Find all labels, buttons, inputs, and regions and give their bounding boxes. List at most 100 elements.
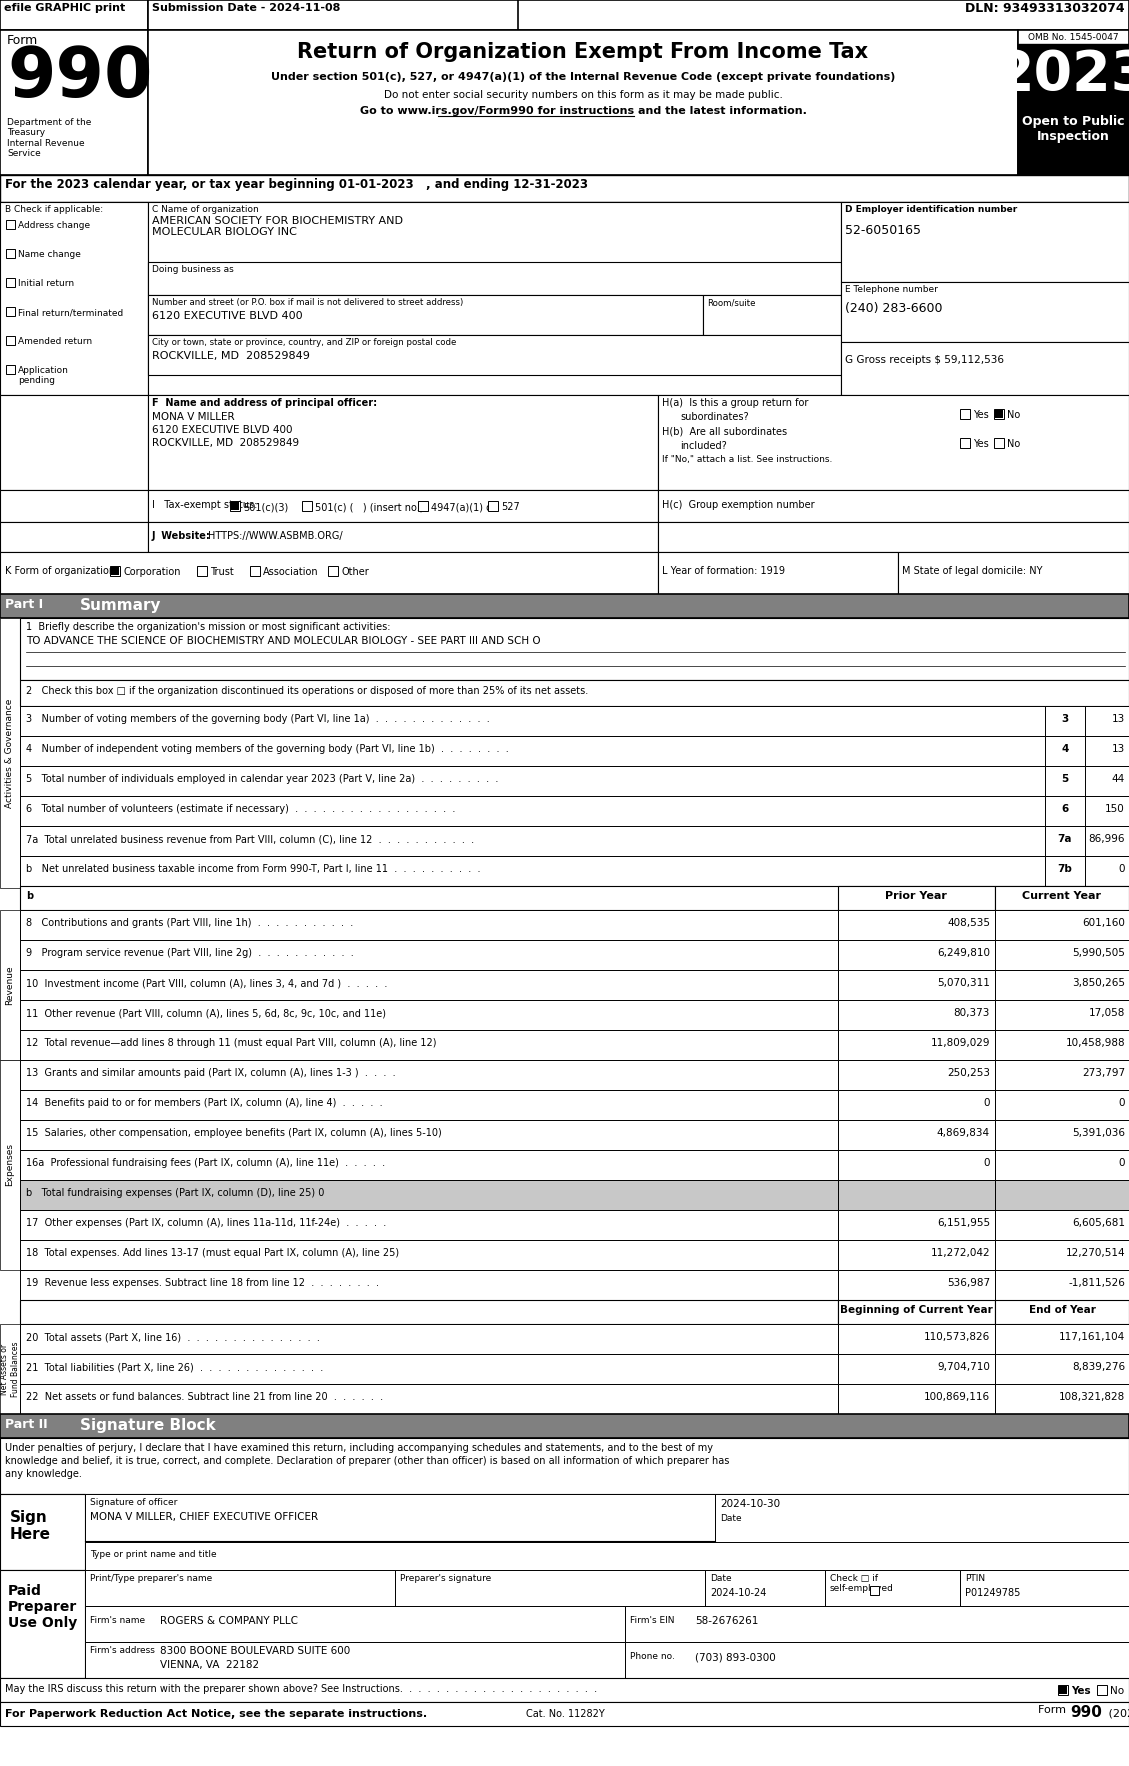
Text: 17  Other expenses (Part IX, column (A), lines 11a-11d, 11f-24e)  .  .  .  .  .: 17 Other expenses (Part IX, column (A), …	[26, 1219, 386, 1227]
Text: F  Name and address of principal officer:: F Name and address of principal officer:	[152, 397, 377, 408]
Bar	[838, 1324, 995, 1355]
Text: 100,869,116: 100,869,116	[924, 1392, 990, 1402]
Text: Department of the
Treasury
Internal Revenue
Service: Department of the Treasury Internal Reve…	[7, 118, 91, 159]
Text: MONA V MILLER, CHIEF EXECUTIVE OFFICER: MONA V MILLER, CHIEF EXECUTIVE OFFICER	[90, 1512, 318, 1522]
Bar	[20, 1270, 838, 1300]
Text: 0: 0	[1119, 1098, 1124, 1107]
Text: 2   Check this box □ if the organization discontinued its operations or disposed: 2 Check this box □ if the organization d…	[26, 685, 588, 696]
Bar	[20, 1120, 838, 1150]
Text: 250,253: 250,253	[947, 1068, 990, 1077]
Bar	[0, 523, 148, 553]
Text: ROCKVILLE, MD  208529849: ROCKVILLE, MD 208529849	[152, 351, 309, 360]
Text: Part II: Part II	[5, 1418, 47, 1430]
Text: 10,458,988: 10,458,988	[1066, 1038, 1124, 1047]
Text: 11  Other revenue (Part VIII, column (A), lines 5, 6d, 8c, 9c, 10c, and 11e): 11 Other revenue (Part VIII, column (A),…	[26, 1008, 386, 1017]
Text: Trust: Trust	[210, 567, 234, 577]
Bar	[20, 826, 1129, 857]
Text: 527: 527	[501, 502, 519, 512]
Text: Corporation: Corporation	[123, 567, 181, 577]
Text: Doing business as: Doing business as	[152, 265, 234, 274]
Text: 16a  Professional fundraising fees (Part IX, column (A), line 11e)  .  .  .  .  : 16a Professional fundraising fees (Part …	[26, 1158, 385, 1167]
Text: 2024-10-24: 2024-10-24	[710, 1588, 767, 1598]
Text: Prior Year: Prior Year	[885, 892, 947, 901]
Bar	[148, 30, 1018, 175]
Bar	[841, 201, 1129, 283]
Bar	[1045, 857, 1085, 887]
Bar	[0, 1415, 1129, 1438]
Bar	[838, 940, 995, 970]
Bar	[148, 523, 658, 553]
Text: 3,850,265: 3,850,265	[1073, 978, 1124, 987]
Text: 13  Grants and similar amounts paid (Part IX, column (A), lines 1-3 )  .  .  .  : 13 Grants and similar amounts paid (Part…	[26, 1068, 395, 1077]
Bar	[625, 1605, 1129, 1642]
Bar	[995, 1300, 1129, 1324]
Text: 0: 0	[1119, 1158, 1124, 1167]
Text: 536,987: 536,987	[947, 1279, 990, 1287]
Text: J  Website:: J Website:	[152, 532, 211, 540]
Bar	[838, 1385, 995, 1415]
Text: 5   Total number of individuals employed in calendar year 2023 (Part V, line 2a): 5 Total number of individuals employed i…	[26, 774, 498, 784]
Text: Revenue: Revenue	[6, 966, 15, 1005]
Bar	[6, 221, 15, 230]
Text: 110,573,826: 110,573,826	[924, 1332, 990, 1342]
Text: MONA V MILLER: MONA V MILLER	[152, 411, 235, 422]
Bar	[838, 1030, 995, 1060]
Bar	[995, 1270, 1129, 1300]
Text: H(b)  Are all subordinates: H(b) Are all subordinates	[662, 427, 787, 436]
Text: H(c)  Group exemption number: H(c) Group exemption number	[662, 500, 815, 510]
Text: Signature Block: Signature Block	[80, 1418, 216, 1432]
Bar	[0, 30, 148, 175]
Bar	[20, 1385, 838, 1415]
Text: 11,809,029: 11,809,029	[930, 1038, 990, 1047]
Bar	[1097, 1685, 1108, 1695]
Bar	[1018, 30, 1129, 175]
Text: Return of Organization Exempt From Income Tax: Return of Organization Exempt From Incom…	[297, 42, 868, 62]
Text: Signature of officer: Signature of officer	[90, 1498, 177, 1506]
Bar	[20, 940, 838, 970]
Bar	[0, 1678, 1129, 1702]
Text: 3: 3	[1061, 713, 1069, 724]
Bar	[1045, 766, 1085, 796]
Text: Open to Public
Inspection: Open to Public Inspection	[1022, 115, 1124, 143]
Text: 6: 6	[1061, 804, 1069, 814]
Bar	[704, 1570, 825, 1605]
Bar	[85, 1542, 1129, 1570]
Bar	[841, 283, 1129, 343]
Text: 5,990,505: 5,990,505	[1073, 948, 1124, 957]
Text: 7a  Total unrelated business revenue from Part VIII, column (C), line 12  .  .  : 7a Total unrelated business revenue from…	[26, 834, 474, 844]
Bar	[995, 1324, 1129, 1355]
Text: Do not enter social security numbers on this form as it may be made public.: Do not enter social security numbers on …	[384, 90, 782, 101]
Text: 20  Total assets (Part X, line 16)  .  .  .  .  .  .  .  .  .  .  .  .  .  .  .: 20 Total assets (Part X, line 16) . . . …	[26, 1332, 320, 1342]
Bar	[0, 201, 148, 396]
Bar	[838, 1240, 995, 1270]
Text: Net Assets or
Fund Balances: Net Assets or Fund Balances	[0, 1340, 19, 1397]
Text: No: No	[1007, 410, 1021, 420]
Bar	[0, 1494, 85, 1570]
Text: Preparer's signature: Preparer's signature	[400, 1574, 491, 1582]
Text: efile GRAPHIC print: efile GRAPHIC print	[5, 4, 125, 12]
Bar	[995, 887, 1129, 909]
Bar	[20, 857, 1129, 887]
Bar	[0, 1570, 85, 1678]
Bar	[20, 736, 1129, 766]
Text: subordinates?: subordinates?	[680, 411, 749, 422]
Text: Yes: Yes	[1071, 1687, 1091, 1695]
Bar	[838, 1355, 995, 1385]
Bar	[20, 1240, 838, 1270]
Text: 10  Investment income (Part VIII, column (A), lines 3, 4, and 7d )  .  .  .  .  : 10 Investment income (Part VIII, column …	[26, 978, 387, 987]
Text: 80,373: 80,373	[954, 1008, 990, 1017]
Bar	[995, 1000, 1129, 1030]
Bar	[994, 410, 1004, 419]
Text: Name change: Name change	[18, 251, 81, 260]
Bar	[6, 249, 15, 258]
Text: Part I: Part I	[5, 599, 43, 611]
Text: Final return/terminated: Final return/terminated	[18, 307, 123, 318]
Text: 6120 EXECUTIVE BLVD 400: 6120 EXECUTIVE BLVD 400	[152, 426, 292, 434]
Bar	[20, 796, 1129, 826]
Text: Address change: Address change	[18, 221, 90, 230]
Bar	[20, 1300, 838, 1324]
Bar	[995, 410, 1003, 419]
Text: Current Year: Current Year	[1023, 892, 1102, 901]
Text: Amended return: Amended return	[18, 337, 93, 346]
Bar	[148, 396, 658, 489]
